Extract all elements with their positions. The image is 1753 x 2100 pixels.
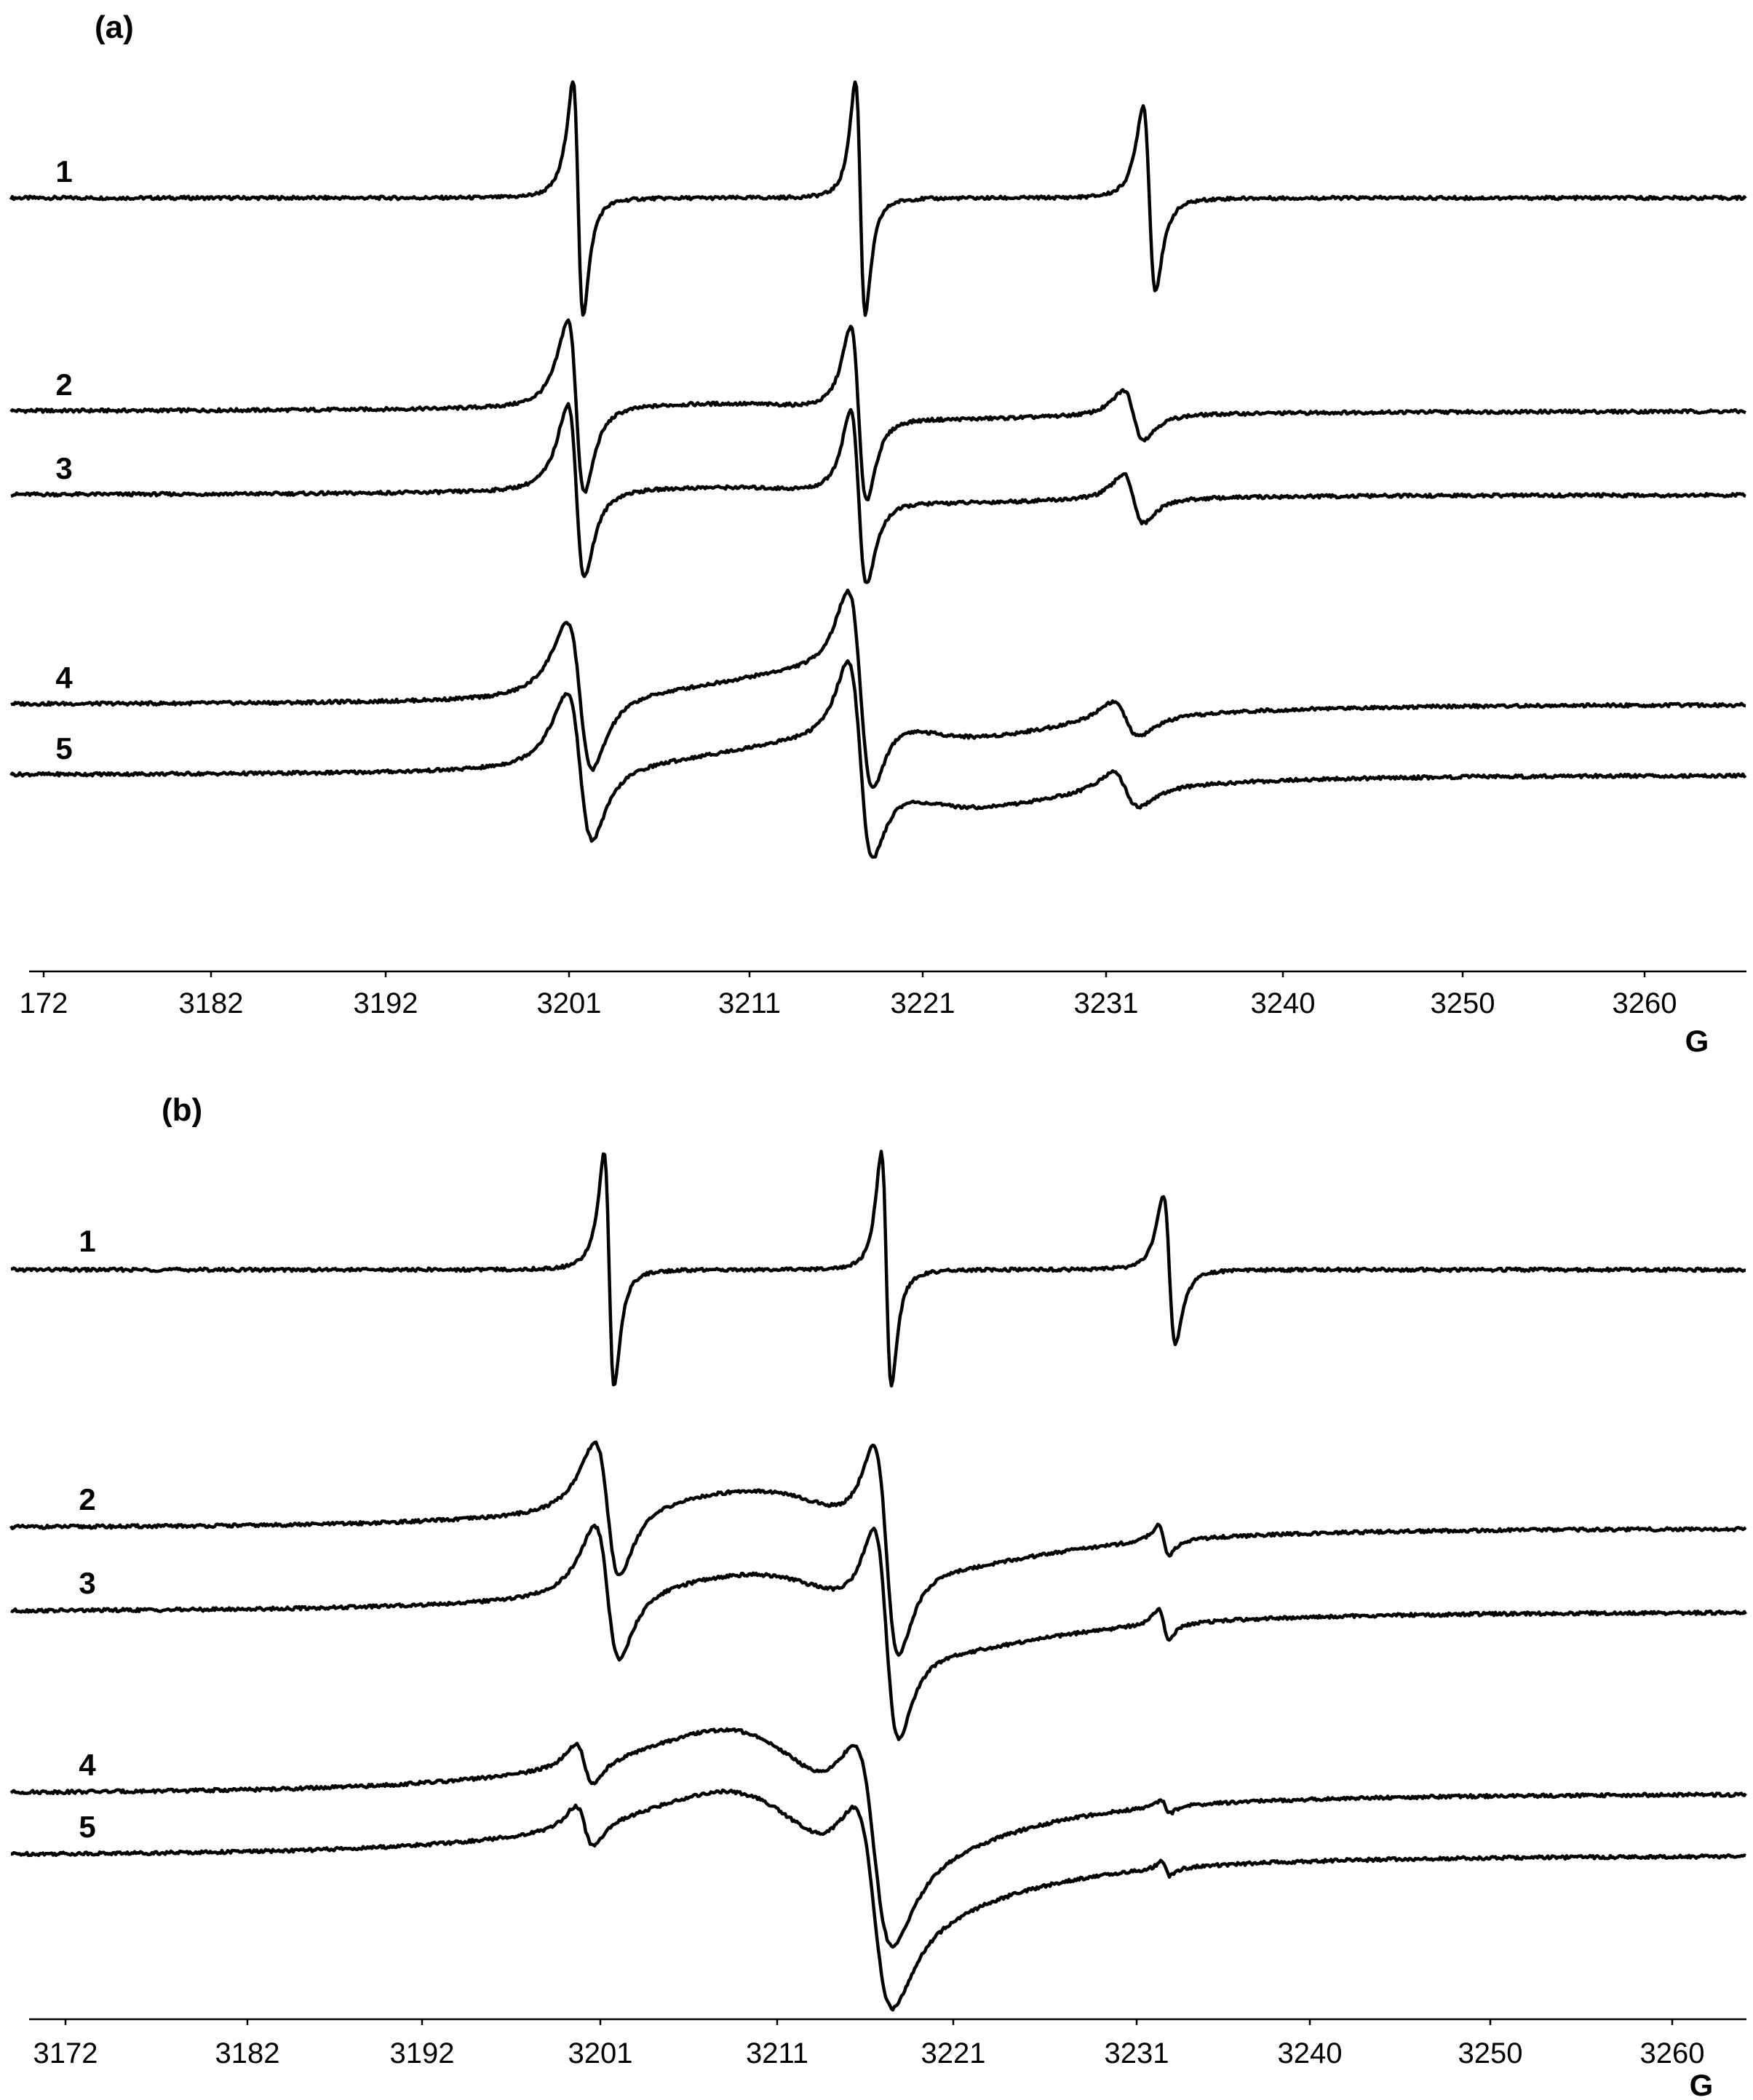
trace-label: 5 xyxy=(79,1810,95,1844)
x-axis-unit: G xyxy=(1685,1024,1709,1058)
trace-label: 4 xyxy=(55,661,73,695)
x-tick-label: 172 xyxy=(20,987,68,1019)
x-axis-unit: G xyxy=(1690,2068,1714,2100)
spectrum-trace-3 xyxy=(9,1523,1747,1741)
spectrum-trace-4 xyxy=(9,1727,1747,1949)
spectrum-trace-2 xyxy=(9,318,1746,501)
panel-b: (b) 1 2 3 4 5 3172 3182 3192 3201 3211 3221 3231 3240… xyxy=(9,1092,1747,2100)
spectrum-trace-5 xyxy=(9,659,1747,859)
trace-label: 2 xyxy=(55,367,72,402)
x-tick-label: 3250 xyxy=(1431,987,1495,1019)
panel-label: (a) xyxy=(95,9,134,45)
spectrum-trace-1 xyxy=(10,1150,1746,1388)
spectrum-trace-5 xyxy=(10,1788,1746,2012)
trace-label: 3 xyxy=(79,1566,95,1600)
x-tick-label: 3201 xyxy=(568,2037,633,2069)
x-tick-label: 3221 xyxy=(921,2037,986,2069)
x-tick-label: 3172 xyxy=(33,2037,98,2069)
x-tick-label: 3260 xyxy=(1613,987,1677,1019)
x-tick-label: 3211 xyxy=(718,987,781,1019)
x-tick-label: 3192 xyxy=(354,987,418,1019)
spectrum-trace-1 xyxy=(9,80,1747,317)
x-tick-label: 3260 xyxy=(1640,2037,1705,2069)
x-tick-label: 3192 xyxy=(390,2037,455,2069)
trace-label: 3 xyxy=(55,451,72,485)
spectrum-trace-4 xyxy=(10,588,1746,790)
x-tick-label: 3221 xyxy=(891,987,955,1019)
x-tick-label: 3201 xyxy=(537,987,602,1019)
trace-label: 4 xyxy=(79,1748,96,1782)
trace-label: 1 xyxy=(79,1224,95,1258)
x-tick-label: 3250 xyxy=(1458,2037,1523,2069)
x-tick-label: 3231 xyxy=(1105,2037,1169,2069)
x-tick-label: 3182 xyxy=(215,2037,280,2069)
trace-label: 1 xyxy=(55,154,72,188)
spectrum-trace-2 xyxy=(9,1440,1747,1657)
x-tick-label: 3211 xyxy=(746,2037,808,2069)
panel-a: (a) 1 2 3 4 5 172 3182 3192 3201 3211 3221 3231 3240 3… xyxy=(9,9,1747,1058)
x-tick-label: 3240 xyxy=(1251,987,1316,1019)
panel-label: (b) xyxy=(162,1092,202,1128)
x-tick-label: 3182 xyxy=(179,987,244,1019)
x-tick-label: 3231 xyxy=(1074,987,1139,1019)
spectrum-trace-3 xyxy=(10,402,1746,584)
trace-label: 5 xyxy=(55,731,72,765)
x-tick-label: 3240 xyxy=(1278,2037,1343,2069)
trace-label: 2 xyxy=(79,1482,95,1516)
